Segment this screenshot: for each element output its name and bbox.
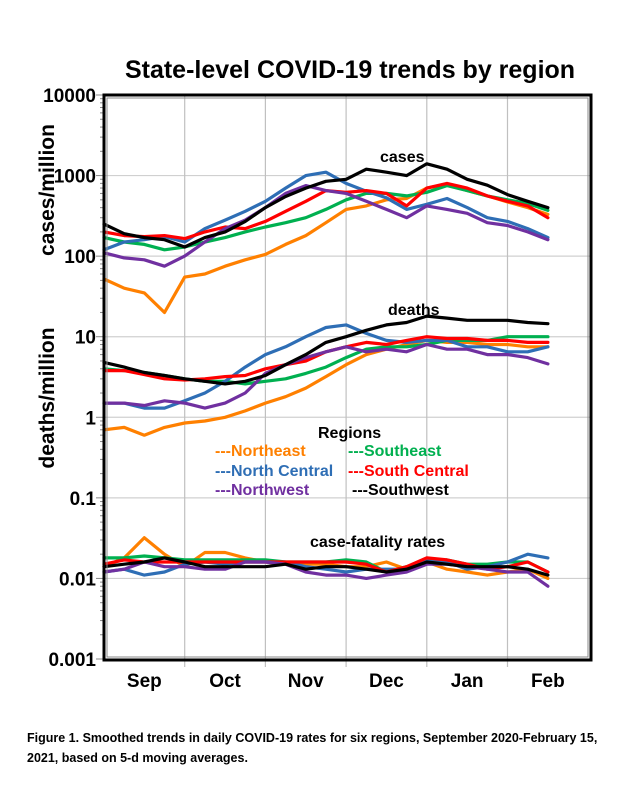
series-line-north-central-cases <box>102 170 550 252</box>
chart: State-level COVID-19 trends by region 10… <box>36 56 593 692</box>
x-tick-label: Feb <box>531 671 565 692</box>
legend-item-northeast: ---Northeast <box>215 443 306 460</box>
series-line-northwest-cases <box>102 184 550 268</box>
legend-item-southwest: ---Southwest <box>352 482 450 499</box>
legend-item-south-central: ---South Central <box>348 463 469 480</box>
x-tick-label: Nov <box>288 671 324 692</box>
y-tick-label: 0.1 <box>70 489 97 510</box>
y-tick-label: 10000 <box>43 86 96 107</box>
legend-item-north-central: ---North Central <box>215 463 333 480</box>
figure-caption: Figure 1. Smoothed trends in daily COVID… <box>27 731 598 765</box>
y-tick-label: 1000 <box>54 167 96 188</box>
series-line-southwest-cases <box>102 162 550 249</box>
x-axis-ticks: Sep Oct Nov Dec Jan Feb <box>127 671 565 692</box>
plot-frame-inner <box>106 97 589 658</box>
y-tick-label: 0.001 <box>48 650 96 671</box>
x-tick-label: Sep <box>127 671 162 692</box>
legend: Regions ---Northeast ---Southeast ---North… <box>215 425 469 499</box>
series-line-southwest-deaths <box>102 314 550 386</box>
annotation-cases: cases <box>380 149 425 166</box>
y-tick-label: 1 <box>85 408 96 429</box>
y-axis-ticks: 10000 1000 100 10 1 0.1 0.01 0.001 <box>43 86 104 671</box>
y-axis-label-deaths: deaths/million <box>36 327 59 468</box>
legend-item-northwest: ---Northwest <box>215 482 310 499</box>
series-line-southwest-cfr <box>102 556 550 577</box>
series-line-northwest-deaths <box>102 342 550 410</box>
y-axis-label-cases: cases/million <box>36 124 59 256</box>
y-tick-label: 10 <box>75 328 96 349</box>
x-tick-label: Jan <box>451 671 484 692</box>
series-lines <box>102 162 550 588</box>
legend-item-southeast: ---Southeast <box>348 443 442 460</box>
x-tick-label: Oct <box>209 671 241 692</box>
series-line-northeast-deaths <box>102 338 550 437</box>
y-tick-label: 100 <box>64 247 96 268</box>
annotation-deaths: deaths <box>388 302 440 319</box>
legend-title: Regions <box>318 425 381 442</box>
plot-frame <box>102 93 593 662</box>
annotation-cfr: case-fatality rates <box>310 534 445 551</box>
chart-title: State-level COVID-19 trends by region <box>125 56 575 84</box>
x-tick-label: Dec <box>369 671 404 692</box>
y-tick-label: 0.01 <box>59 569 96 590</box>
